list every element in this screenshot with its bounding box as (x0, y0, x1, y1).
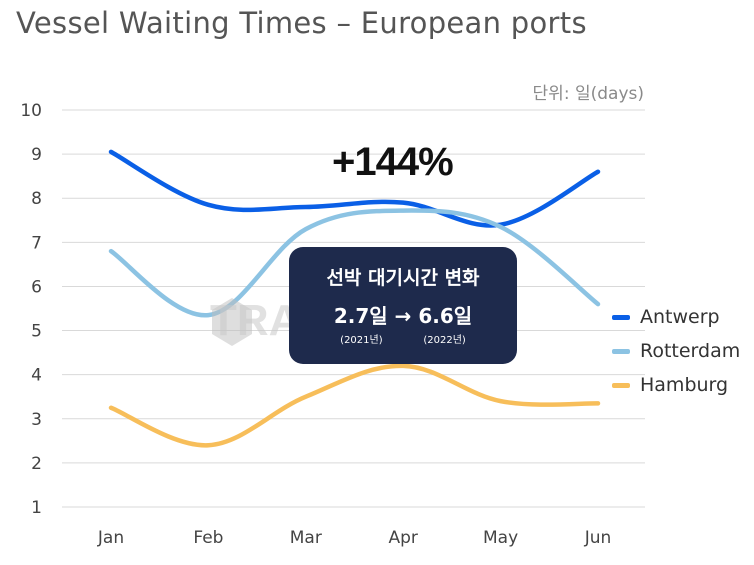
legend-swatch (612, 348, 630, 354)
y-tick-label: 6 (31, 277, 42, 297)
y-tick-label: 2 (31, 454, 42, 474)
callout-year-to: (2022년) (423, 335, 466, 346)
y-tick-label: 4 (31, 366, 42, 386)
x-axis-ticks: Jan Feb Mar Apr May Jun (97, 528, 611, 548)
y-tick-label: 3 (31, 410, 42, 430)
legend-label: Rotterdam (640, 340, 741, 362)
callout-title: 선박 대기시간 변화 (326, 267, 480, 289)
legend: Antwerp Rotterdam Hamburg (612, 300, 740, 402)
callout-box: 선박 대기시간 변화 2.7일 → 6.6일 (2021년) (2022년) (289, 247, 517, 364)
callout-year-from: (2021년) (340, 335, 383, 346)
y-tick-label: 7 (31, 233, 42, 253)
y-axis-ticks: 1 2 3 4 5 6 7 8 9 10 (20, 101, 42, 518)
x-tick-label: Feb (193, 528, 223, 548)
y-tick-label: 8 (31, 189, 42, 209)
legend-swatch (612, 314, 630, 320)
watermark-logo-icon (212, 298, 252, 346)
x-tick-label: Mar (290, 528, 322, 548)
x-tick-label: Apr (388, 528, 417, 548)
y-tick-label: 5 (31, 322, 42, 342)
y-tick-label: 1 (31, 498, 42, 518)
legend-label: Hamburg (640, 374, 729, 396)
x-tick-label: Jun (584, 528, 612, 548)
x-tick-label: May (483, 528, 518, 548)
series-line-rotterdam (108, 208, 601, 318)
series-line-hamburg (108, 363, 601, 448)
legend-item-antwerp: Antwerp (612, 300, 740, 334)
legend-item-hamburg: Hamburg (612, 368, 740, 402)
legend-item-rotterdam: Rotterdam (612, 334, 740, 368)
chart-title: Vessel Waiting Times – European ports (16, 6, 587, 40)
y-tick-label: 9 (31, 145, 42, 165)
legend-swatch (612, 382, 630, 388)
legend-label: Antwerp (640, 306, 720, 328)
callout-values: 2.7일 → 6.6일 (333, 304, 473, 328)
series-layer (108, 149, 601, 448)
change-annotation: +144% (332, 140, 454, 184)
unit-label: 단위: 일(days) (532, 84, 644, 104)
series-line-antwerp (108, 149, 601, 228)
x-tick-label: Jan (97, 528, 124, 548)
callout-years: (2021년) (2022년) (289, 331, 517, 346)
y-tick-label: 10 (20, 101, 42, 121)
